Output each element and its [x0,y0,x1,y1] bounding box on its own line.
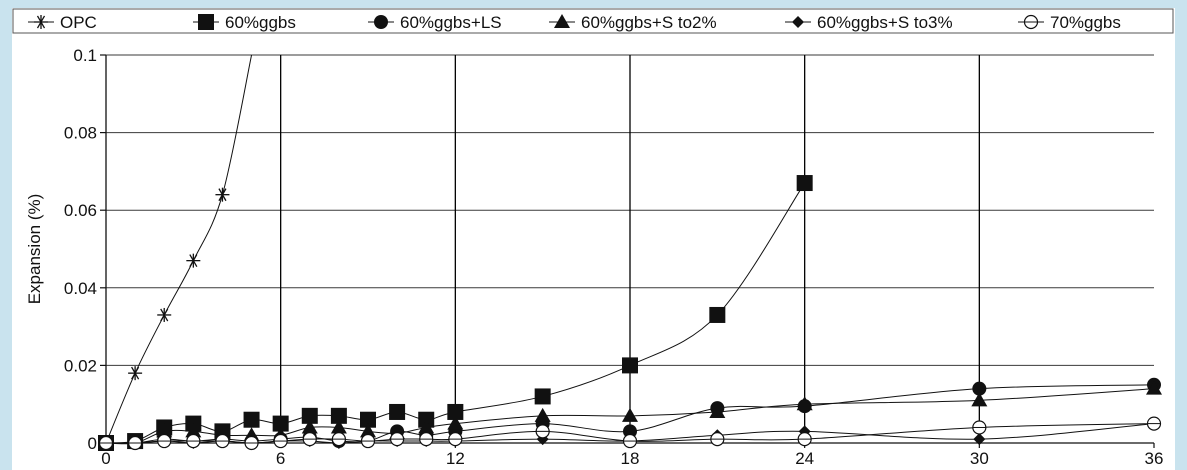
data-point-open-circle [535,424,550,439]
data-point-open-circle [622,433,638,449]
data-point-triangle [301,419,318,434]
data-point-triangle [447,415,464,430]
grid-lines [106,54,1154,443]
data-point-open-circle [360,433,376,449]
data-point-open-circle [157,433,172,449]
y-tick-label: 0.08 [64,124,97,143]
legend-label: 60%ggbs+S to2% [581,13,717,32]
data-point-square [272,415,289,432]
data-point-open-circle [972,420,987,435]
x-tick-label: 30 [970,449,989,468]
data-point-open-circle [419,432,434,447]
data-point-open-circle [797,432,812,447]
data-point-asterisk [157,307,172,322]
data-point-triangle [156,423,173,438]
data-point-open-circle [273,433,288,449]
data-point-triangle [185,423,202,438]
x-tick-label: 0 [101,449,110,468]
legend-item: 60%ggbs+S to2% [549,13,717,32]
data-point-triangle [534,407,551,422]
y-tick-label: 0.1 [73,46,97,65]
data-point-square [622,357,638,374]
y-tick-label: 0.02 [64,356,97,375]
y-tick-label: 0.06 [64,201,97,220]
x-tick-label: 18 [621,449,640,468]
data-point-circle [374,15,388,29]
legend-item: 60%ggbs+S to3% [785,13,953,32]
data-point-circle [972,381,987,396]
legend: OPC 60%ggbs 60%ggbs+LS 60%ggbs+S to2% 60%ggb… [12,8,1174,34]
legend-item: 70%ggbs [1018,13,1121,32]
legend-label: OPC [60,13,97,32]
data-point-square [330,407,347,424]
data-point-open-circle [1146,416,1162,431]
data-point-triangle [1146,380,1162,395]
data-point-asterisk [186,253,201,268]
data-point-square [360,411,376,428]
data-point-open-circle [98,435,114,451]
data-point-open-circle [244,435,259,451]
data-point-asterisk [215,187,230,202]
expansion-chart: 0 0.02 0.04 0.06 0.08 0.1 0 6 12 18 24 30 36 OPC 60%g… [12,8,1174,468]
legend-label: 60%ggbs+S to3% [817,13,953,32]
data-point-open-circle [331,432,346,447]
legend-label: 70%ggbs [1050,13,1121,32]
data-point-square [796,175,813,192]
x-tick-label: 36 [1145,449,1164,468]
data-point-square [709,306,726,323]
legend-label: 60%ggbs+LS [400,13,502,32]
data-point-triangle [709,403,726,418]
data-point-open-circle [710,432,725,447]
data-point-triangle [971,392,988,407]
data-point-circle [623,424,637,439]
data-point-square [243,411,260,428]
series-70-ggbs [98,416,1162,451]
chart-figure: 0 0.02 0.04 0.06 0.08 0.1 0 6 12 18 24 30 36 OPC 60%g… [12,8,1175,470]
data-point-square [198,14,214,30]
y-tick-label: 0.04 [64,279,97,298]
data-point-triangle [330,419,347,434]
x-tick-label: 24 [795,449,814,468]
data-point-asterisk [128,366,143,381]
data-point-asterisk [34,15,48,29]
data-point-diamond [792,16,804,28]
x-tick-label: 6 [276,449,285,468]
data-point-open-circle [1023,14,1039,30]
data-point-triangle [360,423,376,438]
data-point-open-circle [302,432,317,447]
data-point-square [389,403,406,420]
data-point-square [301,407,318,424]
data-point-triangle [622,407,638,422]
data-point-open-circle [215,433,230,449]
legend-item: 60%ggbs+LS [368,13,502,32]
data-point-triangle [554,14,570,28]
legend-item: 60%ggbs [193,13,296,32]
y-tick-label: 0 [88,434,97,453]
data-point-square [534,388,551,405]
data-point-open-circle [448,432,463,447]
data-point-open-circle [128,435,143,451]
legend-item: OPC [28,13,97,32]
y-axis-title: Expansion (%) [25,194,44,305]
legend-label: 60%ggbs [225,13,296,32]
data-series [98,54,1162,451]
data-point-triangle [418,419,435,434]
data-point-open-circle [390,432,405,447]
data-point-diamond [973,433,986,446]
data-point-triangle [796,396,813,411]
data-point-square [447,403,464,420]
x-tick-label: 12 [446,449,465,468]
data-point-open-circle [186,433,201,449]
